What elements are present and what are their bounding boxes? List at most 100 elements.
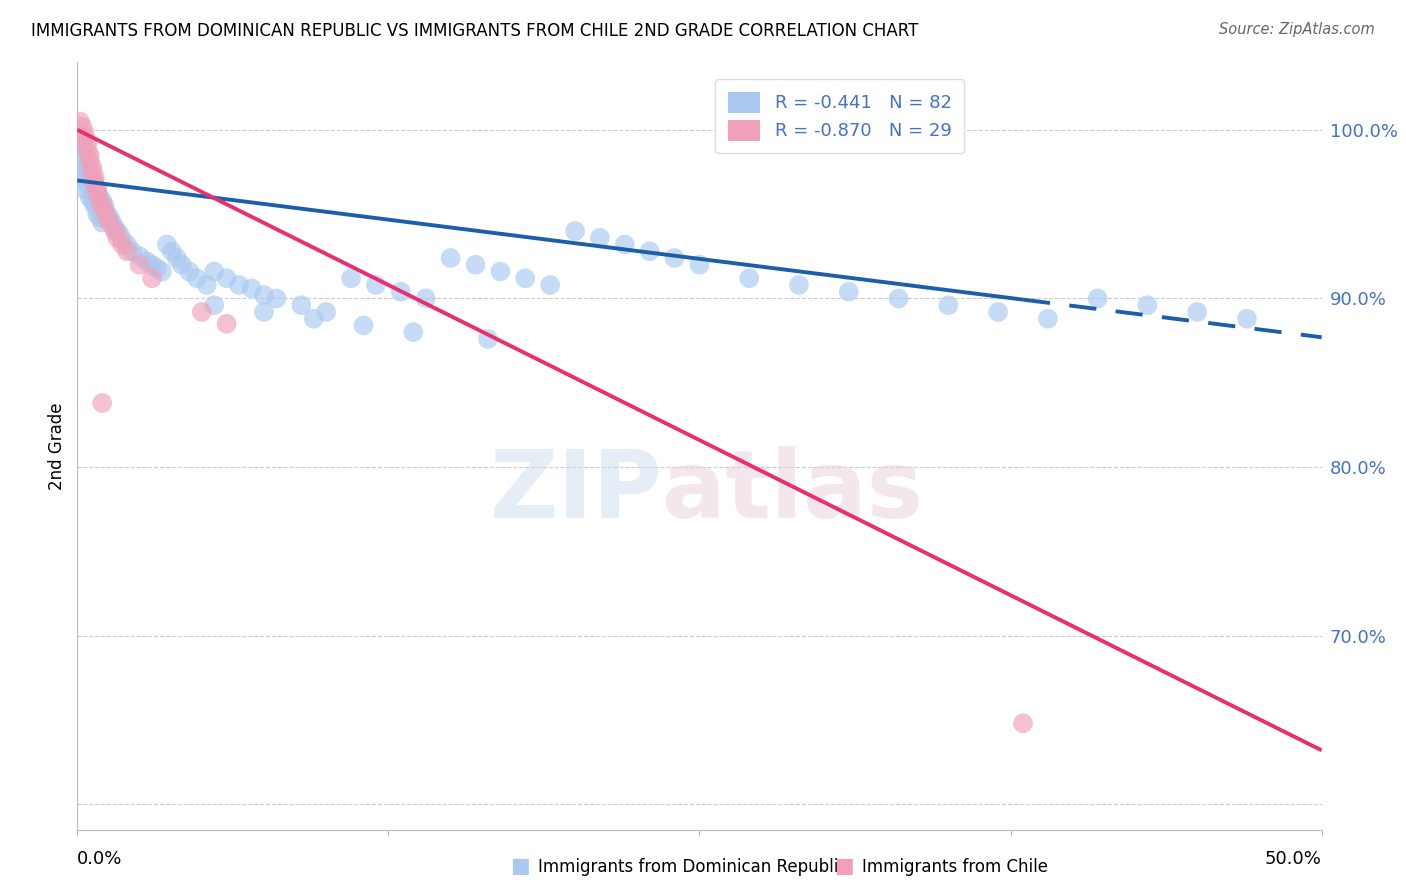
Point	[108, 227, 131, 242]
Point	[1136, 298, 1159, 312]
Point	[76, 177, 98, 191]
Point	[73, 170, 96, 185]
Text: 0.0%: 0.0%	[77, 850, 122, 868]
Point	[89, 190, 111, 204]
Point	[228, 277, 250, 292]
Point	[101, 216, 124, 230]
Point	[738, 271, 761, 285]
Point	[315, 305, 337, 319]
Text: ■: ■	[510, 856, 530, 876]
Point	[69, 156, 91, 170]
Point	[253, 288, 276, 302]
Point	[439, 251, 461, 265]
Point	[91, 194, 114, 208]
Point	[115, 244, 138, 259]
Point	[79, 148, 101, 162]
Point	[111, 232, 134, 246]
Point	[104, 224, 127, 238]
Point	[240, 281, 263, 295]
Point	[186, 271, 208, 285]
Point	[1236, 311, 1258, 326]
Text: ■: ■	[834, 856, 853, 876]
Point	[82, 194, 104, 208]
Text: Source: ZipAtlas.com: Source: ZipAtlas.com	[1219, 22, 1375, 37]
Point	[202, 298, 225, 312]
Point	[89, 194, 111, 208]
Point	[638, 244, 661, 259]
Point	[91, 396, 114, 410]
Point	[128, 258, 150, 272]
Point	[96, 211, 118, 225]
Point	[82, 165, 104, 179]
Point	[76, 156, 98, 170]
Point	[73, 126, 96, 140]
Point	[72, 140, 94, 154]
Point	[104, 220, 127, 235]
Point	[215, 271, 238, 285]
Point	[589, 231, 612, 245]
Point	[402, 325, 425, 339]
Point	[477, 332, 499, 346]
Point	[111, 237, 134, 252]
Point	[613, 237, 636, 252]
Point	[464, 258, 486, 272]
Point	[415, 292, 437, 306]
Point	[664, 251, 686, 265]
Point	[195, 277, 218, 292]
Point	[290, 298, 312, 312]
Point	[82, 173, 104, 187]
Point	[86, 207, 108, 221]
Point	[166, 251, 188, 265]
Point	[838, 285, 860, 299]
Point	[105, 231, 128, 245]
Point	[489, 264, 512, 278]
Point	[98, 211, 121, 225]
Point	[86, 186, 108, 201]
Point	[76, 136, 98, 151]
Point	[179, 264, 201, 278]
Point	[141, 271, 163, 285]
Point	[91, 216, 114, 230]
Point	[91, 199, 114, 213]
Point	[86, 182, 108, 196]
Point	[191, 305, 214, 319]
Point	[69, 114, 91, 128]
Text: IMMIGRANTS FROM DOMINICAN REPUBLIC VS IMMIGRANTS FROM CHILE 2ND GRADE CORRELATIO: IMMIGRANTS FROM DOMINICAN REPUBLIC VS IM…	[31, 22, 918, 40]
Legend: R = -0.441   N = 82, R = -0.870   N = 29: R = -0.441 N = 82, R = -0.870 N = 29	[716, 79, 965, 153]
Point	[93, 203, 115, 218]
Point	[83, 170, 105, 185]
Point	[887, 292, 910, 306]
Point	[156, 237, 179, 252]
Text: ZIP: ZIP	[489, 446, 662, 538]
Point	[253, 305, 276, 319]
Point	[83, 177, 105, 191]
Point	[115, 237, 138, 252]
Point	[302, 311, 325, 326]
Point	[215, 317, 238, 331]
Point	[76, 143, 98, 157]
Point	[160, 244, 183, 259]
Point	[96, 207, 118, 221]
Point	[150, 264, 173, 278]
Point	[353, 318, 375, 333]
Point	[72, 165, 94, 179]
Point	[515, 271, 537, 285]
Point	[105, 224, 128, 238]
Point	[86, 182, 108, 196]
Point	[93, 199, 115, 213]
Point	[1036, 311, 1059, 326]
Point	[564, 224, 586, 238]
Point	[987, 305, 1010, 319]
Point	[79, 165, 101, 179]
Point	[79, 190, 101, 204]
Point	[141, 258, 163, 272]
Point	[98, 216, 121, 230]
Point	[79, 153, 101, 168]
Point	[170, 258, 193, 272]
Text: 50.0%: 50.0%	[1265, 850, 1322, 868]
Point	[72, 120, 94, 134]
Point	[787, 277, 810, 292]
Y-axis label: 2nd Grade: 2nd Grade	[48, 402, 66, 490]
Point	[89, 211, 111, 225]
Point	[83, 177, 105, 191]
